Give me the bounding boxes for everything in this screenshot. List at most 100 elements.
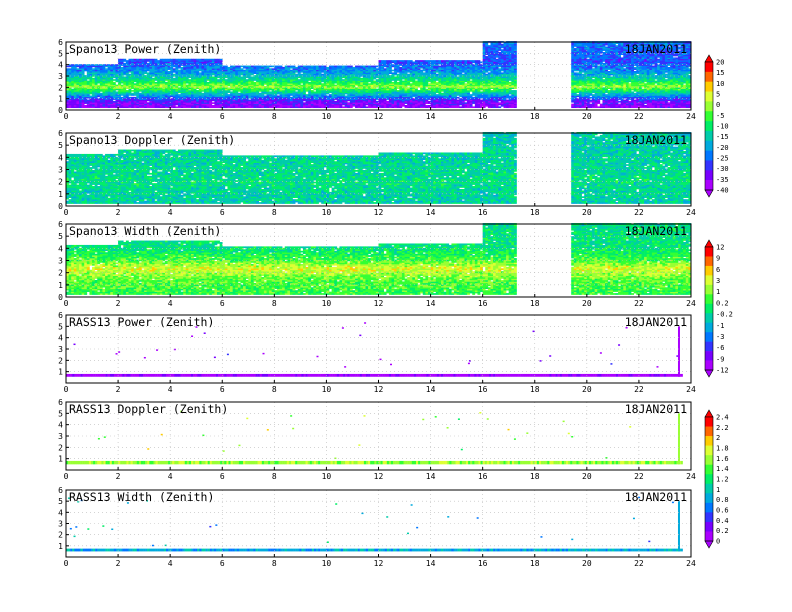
heat-cell [115, 64, 118, 66]
heat-cell [220, 59, 223, 61]
heat-cell [259, 93, 262, 95]
heat-cell [405, 105, 408, 107]
heat-cell [386, 60, 389, 62]
heat-cell [399, 67, 402, 69]
heat-cell [225, 79, 228, 81]
heat-cell [423, 60, 426, 62]
heat-cell [459, 60, 462, 62]
heat-cell [240, 66, 243, 68]
heat-cell [459, 106, 462, 108]
heat-cell [339, 66, 342, 68]
heat-cell [168, 59, 171, 61]
heat-cell [243, 70, 246, 72]
heat-cell [418, 90, 421, 92]
heat-cell [95, 64, 98, 66]
heat-cell [147, 72, 150, 74]
heat-cell [326, 95, 329, 97]
heat-cell [441, 93, 444, 95]
heat-cell [191, 59, 194, 61]
heat-cell [412, 61, 415, 63]
heat-cell [334, 101, 337, 103]
heat-cell [290, 97, 293, 99]
heat-cell [155, 59, 158, 61]
heat-cell [405, 60, 408, 62]
heat-cell [446, 60, 449, 62]
heat-cell [303, 102, 306, 104]
heat-cell [464, 60, 467, 62]
heat-cell [269, 91, 272, 93]
heat-cell [69, 68, 72, 70]
heat-cell [321, 66, 324, 68]
heat-cell [345, 66, 348, 68]
heat-cell [201, 59, 204, 61]
heat-cell [384, 60, 387, 62]
heat-cell [115, 91, 118, 93]
heat-cell [436, 94, 439, 96]
heat-cell [134, 59, 137, 61]
heat-cell [217, 59, 220, 61]
heat-cell [321, 74, 324, 76]
heat-cell [212, 76, 215, 78]
heat-cell [170, 59, 173, 61]
heat-cell [415, 81, 418, 83]
heat-cell [457, 97, 460, 99]
heat-cell [358, 66, 361, 68]
heat-cell [345, 95, 348, 97]
heat-cell [295, 91, 298, 93]
heat-cell [243, 66, 246, 68]
heat-cell [282, 67, 285, 69]
heat-cell [407, 74, 410, 76]
heat-cell [392, 72, 395, 74]
heat-cell [459, 98, 462, 100]
heat-cell [186, 85, 189, 87]
heat-cell [368, 83, 371, 85]
heat-cell [121, 67, 124, 69]
heat-cell [373, 81, 376, 83]
heat-cell [425, 60, 428, 62]
heat-cell [207, 82, 210, 84]
heat-cell [194, 59, 197, 61]
heat-cell [300, 74, 303, 76]
heat-cell [428, 60, 431, 62]
heat-cell [269, 66, 272, 68]
heat-cell [230, 66, 233, 68]
heat-cell [131, 59, 134, 61]
heat-cell [173, 78, 176, 80]
heat-cell [89, 95, 92, 97]
heat-cell [209, 59, 212, 61]
heat-cell [464, 102, 467, 104]
heat-cell [457, 100, 460, 102]
heat-cell [293, 66, 296, 68]
heat-cell [123, 59, 126, 61]
heat-cell [147, 59, 150, 61]
heat-cell [287, 66, 290, 68]
heat-cell [155, 82, 158, 84]
heat-cell [381, 60, 384, 62]
heat-cell [420, 70, 423, 72]
heat-cell [251, 76, 254, 78]
heat-cell [423, 72, 426, 74]
heat-cell [269, 68, 272, 70]
heat-cell [376, 68, 379, 70]
heat-cell [134, 83, 137, 85]
heat-cell [436, 82, 439, 84]
heat-cell [264, 66, 267, 68]
heat-cell [392, 82, 395, 84]
heat-cell [129, 74, 132, 76]
heat-cell [121, 97, 124, 99]
heat-cell [165, 82, 168, 84]
heat-cell [136, 59, 139, 61]
heat-cell [178, 59, 181, 61]
heat-cell [329, 94, 332, 96]
heat-cell [147, 63, 150, 65]
heat-cell [87, 64, 90, 66]
heat-cell [274, 66, 277, 68]
heat-cell [334, 85, 337, 87]
heat-cell [175, 106, 178, 108]
heat-cell [131, 93, 134, 95]
heat-cell [92, 68, 95, 70]
heat-cell [235, 66, 238, 68]
heat-cell [87, 81, 90, 83]
heat-cell [199, 72, 202, 74]
